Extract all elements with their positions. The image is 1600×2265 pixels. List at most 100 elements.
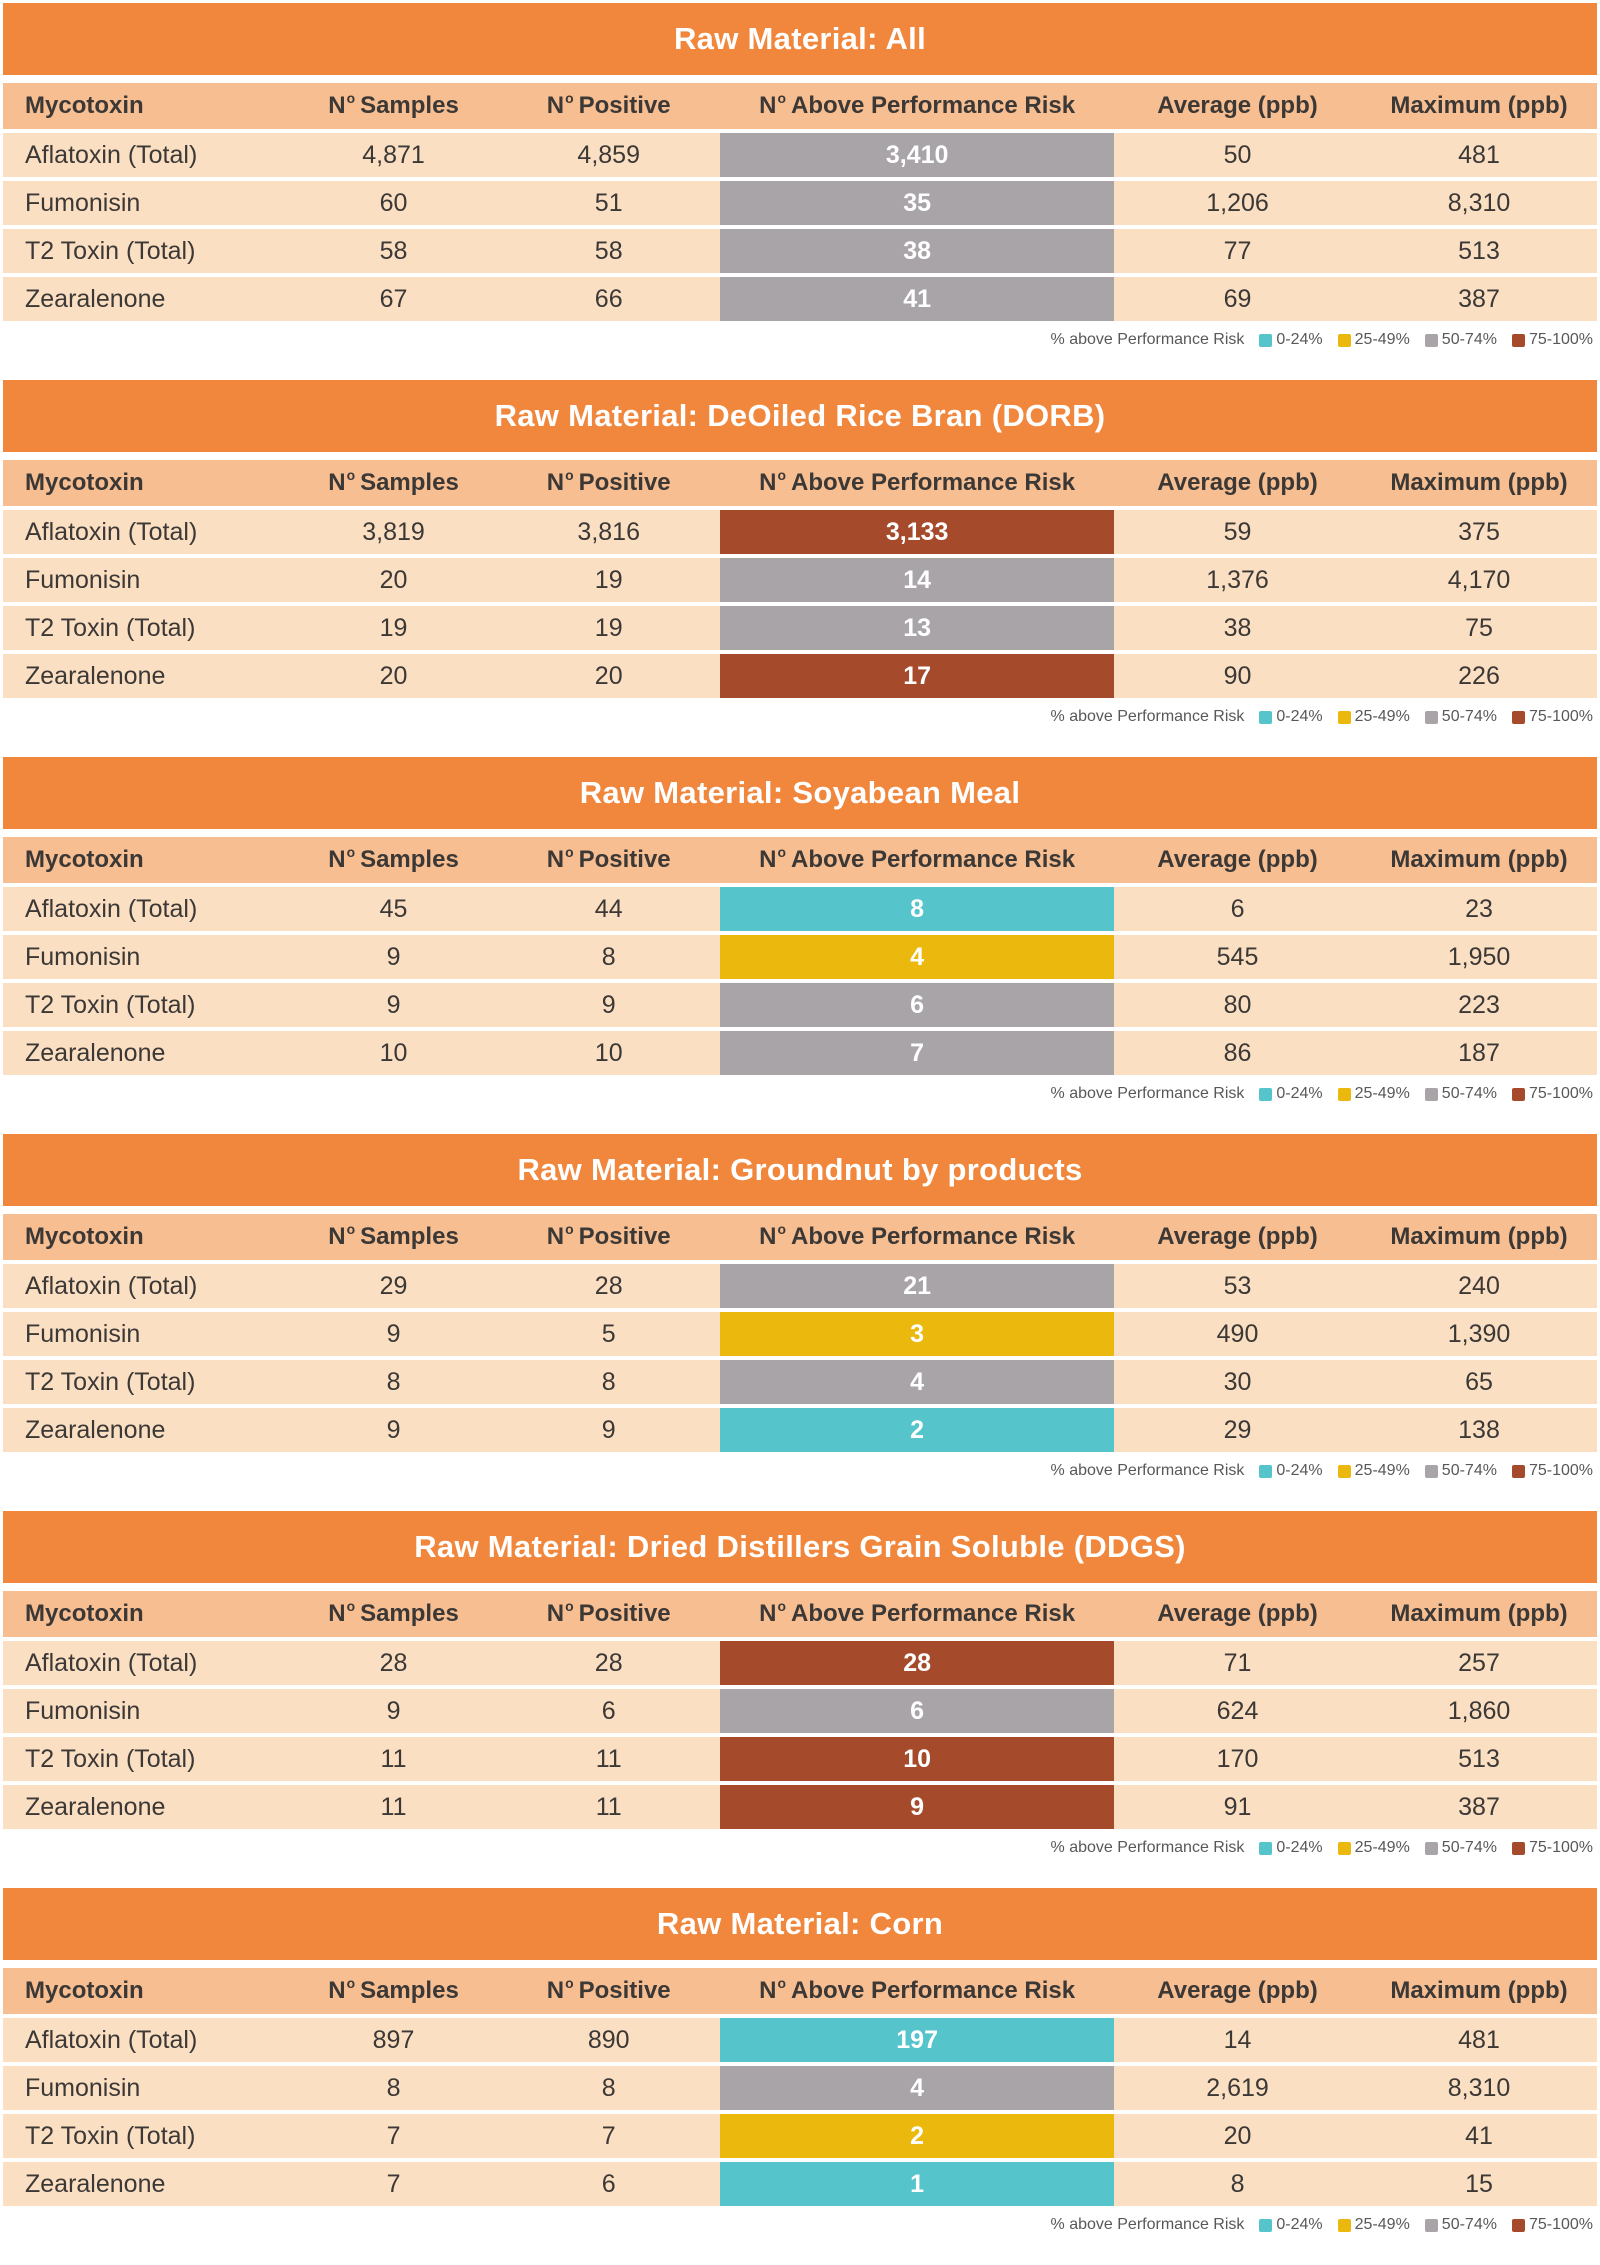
maximum-value: 513	[1458, 236, 1500, 265]
table-row: T2 Toxin (Total) 9 9 6 80 223	[3, 983, 1597, 1027]
table-row: Fumonisin 8 8 4 2,619 8,310	[3, 2066, 1597, 2110]
col-header-average: Average (ppb)	[1157, 1600, 1318, 1627]
above-performance-risk-value: 3,410	[720, 133, 1114, 177]
positive-value: 28	[594, 1648, 623, 1677]
positive-value: 44	[594, 894, 623, 923]
mycotoxin-name: Zearalenone	[25, 1415, 166, 1444]
table-title: Raw Material: Groundnut by products	[517, 1152, 1083, 1187]
above-performance-risk-value: 4	[720, 1360, 1114, 1404]
col-header-above-n: N	[759, 469, 777, 496]
legend-item-25-49: 25-49%	[1337, 1839, 1410, 1857]
risk-legend: % above Performance Risk 0-24% 25-49% 50…	[3, 1839, 1597, 1857]
legend-label: % above Performance Risk	[1050, 708, 1245, 725]
col-header-samples-n: N	[328, 1600, 346, 1627]
average-value: 91	[1223, 1792, 1252, 1821]
above-performance-risk-value: 14	[720, 558, 1114, 602]
col-header-maximum: Maximum (ppb)	[1390, 469, 1568, 496]
average-value: 490	[1216, 1319, 1259, 1348]
legend-item-75-100: 75-100%	[1511, 1462, 1593, 1480]
table-row: Fumonisin 9 8 4 545 1,950	[3, 935, 1597, 979]
table-title: Raw Material: DeOiled Rice Bran (DORB)	[494, 398, 1106, 433]
risk-legend: % above Performance Risk 0-24% 25-49% 50…	[3, 2216, 1597, 2234]
positive-value: 7	[601, 2121, 616, 2150]
col-header-above-n: N	[759, 1977, 777, 2004]
col-header-maximum: Maximum (ppb)	[1390, 92, 1568, 119]
average-value: 77	[1223, 236, 1252, 265]
samples-value: 7	[386, 2121, 401, 2150]
average-value: 170	[1216, 1744, 1259, 1773]
maximum-value: 1,860	[1447, 1696, 1511, 1725]
degree-superscript: o	[777, 1221, 787, 1238]
legend-item-50-74: 50-74%	[1424, 2216, 1497, 2234]
positive-value: 8	[601, 942, 616, 971]
legend-item-25-49: 25-49%	[1337, 1462, 1410, 1480]
table-row: Zearalenone 9 9 2 29 138	[3, 1408, 1597, 1452]
degree-superscript: o	[565, 1598, 574, 1615]
samples-value: 10	[379, 1038, 408, 1067]
table-row: Zearalenone 10 10 7 86 187	[3, 1031, 1597, 1075]
average-value: 38	[1223, 613, 1252, 642]
positive-value: 6	[601, 1696, 616, 1725]
col-header-average: Average (ppb)	[1157, 469, 1318, 496]
positive-value: 3,816	[577, 517, 640, 546]
legend-item-0-24-label: 0-24%	[1276, 2216, 1323, 2233]
col-header-positive-label: Positive	[578, 1600, 671, 1627]
maximum-value: 8,310	[1447, 188, 1511, 217]
positive-value: 9	[601, 1415, 616, 1444]
mycotoxin-name: Fumonisin	[25, 565, 141, 594]
above-performance-risk-value: 21	[720, 1264, 1114, 1308]
legend-item-75-100-label: 75-100%	[1528, 2216, 1593, 2233]
col-header-above-n: N	[759, 846, 777, 873]
degree-superscript: o	[346, 1598, 356, 1615]
above-performance-risk-value: 8	[720, 887, 1114, 931]
legend-swatch-75-100-icon	[1511, 1464, 1525, 1478]
samples-value: 19	[379, 613, 408, 642]
positive-value: 51	[594, 188, 623, 217]
degree-superscript: o	[565, 467, 574, 484]
mycotoxin-name: T2 Toxin (Total)	[25, 1744, 196, 1773]
legend-swatch-50-74-icon	[1424, 710, 1438, 724]
maximum-value: 187	[1458, 1038, 1500, 1067]
legend-item-50-74-label: 50-74%	[1441, 2216, 1497, 2233]
table-row: Aflatoxin (Total) 897 890 197 14 481	[3, 2018, 1597, 2062]
mycotoxin-name: T2 Toxin (Total)	[25, 2121, 196, 2150]
col-header-mycotoxin: Mycotoxin	[25, 1600, 144, 1627]
legend-item-50-74: 50-74%	[1424, 1462, 1497, 1480]
legend-item-25-49-label: 25-49%	[1354, 1085, 1410, 1102]
table-row: Zearalenone 20 20 17 90 226	[3, 654, 1597, 698]
legend-item-75-100: 75-100%	[1511, 331, 1593, 349]
degree-superscript: o	[346, 90, 356, 107]
above-performance-risk-value: 9	[720, 1785, 1114, 1829]
table-rows: Aflatoxin (Total) 3,819 3,816 3,133 59 3…	[3, 510, 1597, 698]
maximum-value: 226	[1458, 661, 1500, 690]
legend-swatch-0-24-icon	[1259, 710, 1273, 724]
table-row: Zearalenone 7 6 1 8 15	[3, 2162, 1597, 2206]
maximum-value: 138	[1458, 1415, 1500, 1444]
above-performance-risk-value: 38	[720, 229, 1114, 273]
samples-value: 9	[386, 1415, 401, 1444]
maximum-value: 1,950	[1447, 942, 1511, 971]
legend-swatch-0-24-icon	[1259, 1464, 1273, 1478]
above-performance-risk-value: 2	[720, 2114, 1114, 2158]
positive-value: 19	[594, 565, 623, 594]
col-header-samples-label: Samples	[360, 92, 459, 119]
samples-value: 28	[379, 1648, 408, 1677]
legend-label: % above Performance Risk	[1050, 1462, 1245, 1479]
degree-superscript: o	[346, 1221, 356, 1238]
col-header-samples-n: N	[328, 1223, 346, 1250]
table-title-band: Raw Material: Corn	[3, 1888, 1597, 1960]
samples-value: 9	[386, 1319, 401, 1348]
legend-item-75-100: 75-100%	[1511, 1839, 1593, 1857]
degree-superscript: o	[565, 844, 574, 861]
average-value: 80	[1223, 990, 1252, 1019]
table-row: Fumonisin 9 6 6 624 1,860	[3, 1689, 1597, 1733]
above-performance-risk-value: 6	[720, 1689, 1114, 1733]
legend-item-50-74: 50-74%	[1424, 1085, 1497, 1103]
legend-item-50-74: 50-74%	[1424, 1839, 1497, 1857]
legend-item-25-49: 25-49%	[1337, 708, 1410, 726]
risk-legend: % above Performance Risk 0-24% 25-49% 50…	[3, 331, 1597, 349]
